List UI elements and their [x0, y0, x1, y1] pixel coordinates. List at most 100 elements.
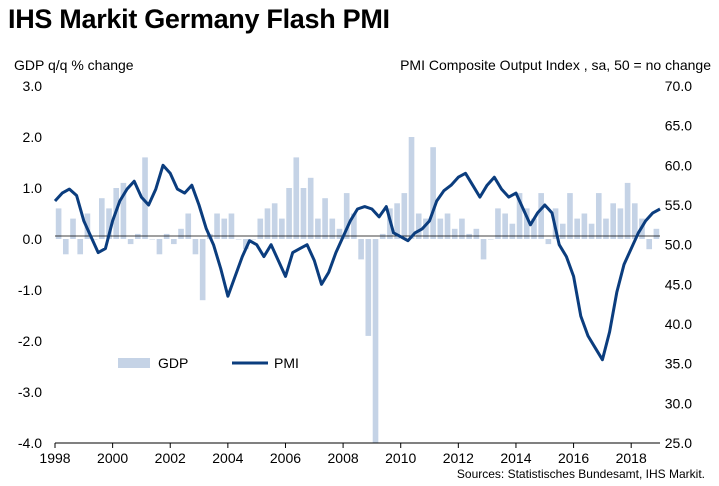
pmi-line: [53, 163, 661, 362]
gdp-bar: [99, 198, 105, 239]
legend-pmi-label: PMI: [274, 355, 299, 371]
left-tick-label: 3.0: [23, 78, 43, 94]
gdp-bar: [185, 213, 192, 239]
gdp-bar: [199, 239, 206, 301]
gdp-bar: [221, 218, 228, 239]
gdp-bar: [610, 203, 616, 239]
right-axis-label: PMI Composite Output Index , sa, 50 = no…: [400, 57, 711, 73]
gdp-bar: [545, 239, 552, 245]
gdp-bar: [444, 213, 451, 239]
gdp-bar: [365, 239, 372, 336]
x-tick-label: 2012: [443, 450, 474, 466]
x-tick-label: 2016: [558, 450, 589, 466]
gdp-bar: [120, 182, 127, 239]
gdp-bar: [595, 193, 602, 239]
gdp-bar: [459, 218, 465, 239]
gdp-bar: [408, 137, 415, 239]
left-axis-ticks: 3.0 2.0 1.0 0.0 -1.0 -2.0 -3.0 -4.0: [18, 78, 42, 451]
gdp-bar: [509, 223, 516, 239]
gdp-bar: [480, 239, 487, 260]
gdp-bar: [62, 239, 69, 255]
x-tick-label: 2008: [328, 450, 359, 466]
gdp-bar: [394, 203, 400, 239]
legend-gdp-label: GDP: [158, 355, 188, 371]
gdp-bar: [603, 218, 609, 239]
gdp-bar: [127, 239, 134, 245]
legend: GDP PMI: [118, 355, 299, 371]
gdp-bar: [293, 157, 300, 239]
gdp-bar: [538, 193, 544, 239]
x-tick-label: 2018: [616, 450, 647, 466]
gdp-bar: [307, 177, 314, 239]
gdp-bar: [415, 213, 422, 239]
gdp-bar: [631, 203, 638, 239]
gdp-bar: [228, 213, 235, 239]
gdp-bar: [336, 228, 343, 239]
gdp-bar: [379, 233, 386, 239]
x-tick-label: 2006: [270, 450, 301, 466]
gdp-bar: [523, 208, 530, 239]
gdp-bar: [243, 239, 249, 250]
gdp-bar: [106, 208, 112, 239]
gdp-bar: [163, 233, 170, 239]
gdp-bar: [149, 239, 156, 240]
gdp-bar: [430, 147, 436, 239]
gdp-bar: [235, 239, 242, 240]
gdp-bar: [257, 218, 264, 239]
gdp-bar: [617, 208, 624, 239]
left-tick-label: -4.0: [18, 435, 42, 451]
gdp-bar: [55, 208, 62, 239]
gdp-bars: [55, 137, 660, 443]
x-axis-ticks: 1998 2000 2002 2004 2006 2008 2010 2012 2014 2016…: [39, 443, 647, 466]
gdp-bar: [322, 198, 328, 239]
gdp-bar: [250, 239, 256, 240]
legend-gdp-swatch: [118, 358, 150, 368]
gdp-bar: [279, 218, 285, 239]
left-axis-label: GDP q/q % change: [14, 57, 134, 73]
right-tick-label: 35.0: [665, 356, 692, 372]
gdp-bar: [567, 193, 573, 239]
gdp-bar: [646, 239, 653, 250]
right-tick-label: 40.0: [665, 316, 692, 332]
gdp-bar: [487, 239, 494, 240]
x-tick-label: 1998: [39, 450, 70, 466]
right-tick-label: 65.0: [665, 118, 692, 134]
gdp-bar: [135, 233, 141, 239]
gdp-bar: [315, 218, 321, 239]
left-tick-label: 1.0: [23, 180, 43, 196]
gdp-bar: [300, 188, 307, 239]
right-tick-label: 30.0: [665, 395, 692, 411]
gdp-bar: [574, 218, 580, 239]
gdp-bar: [559, 223, 566, 239]
gdp-bar: [653, 228, 660, 239]
x-tick-label: 2010: [385, 450, 416, 466]
gdp-bar: [171, 239, 177, 245]
gdp-bar: [358, 239, 364, 260]
x-tick-label: 2002: [155, 450, 186, 466]
gdp-bar: [588, 223, 595, 239]
right-tick-label: 45.0: [665, 276, 692, 292]
right-tick-label: 25.0: [665, 435, 692, 451]
right-tick-label: 70.0: [665, 78, 692, 94]
gdp-bar: [192, 239, 199, 255]
gdp-bar: [401, 193, 408, 239]
gdp-bar: [271, 203, 278, 239]
gdp-bar: [451, 228, 458, 239]
gdp-bar: [372, 239, 379, 443]
gdp-bar: [286, 188, 292, 239]
gdp-bar: [502, 213, 508, 239]
gdp-bar: [91, 239, 98, 240]
gdp-bar: [466, 233, 472, 239]
left-tick-label: 0.0: [23, 231, 43, 247]
gdp-bar: [437, 218, 444, 239]
gdp-bar: [156, 239, 163, 255]
gdp-bar: [516, 193, 523, 239]
gdp-bar: [423, 218, 429, 239]
gdp-bar: [214, 213, 220, 239]
left-tick-label: 2.0: [23, 129, 43, 145]
right-tick-label: 55.0: [665, 197, 692, 213]
gdp-bar: [264, 208, 271, 239]
gdp-bar: [178, 228, 184, 239]
gdp-bar: [624, 182, 631, 239]
